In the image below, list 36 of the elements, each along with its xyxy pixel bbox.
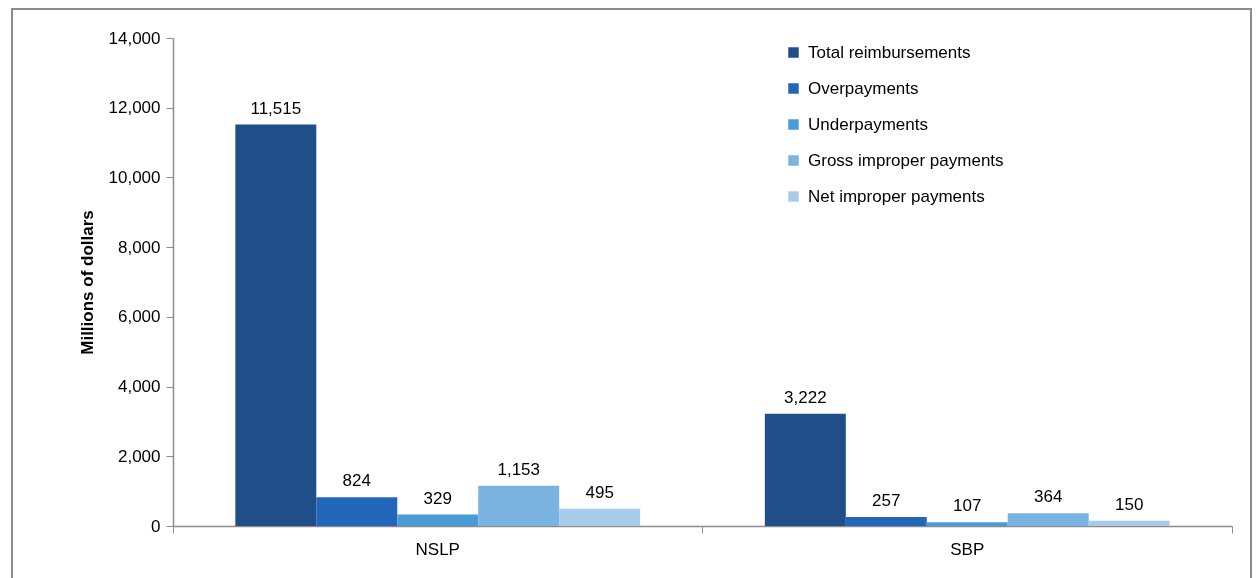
legend-label: Overpayments: [808, 78, 919, 98]
bar: [926, 522, 1008, 526]
data-label: 257: [872, 491, 901, 511]
y-tick-label: 4,000: [117, 377, 161, 397]
y-tick-label: 2,000: [117, 446, 161, 466]
y-axis-title: Millions of dollars: [77, 210, 97, 355]
data-label: 11,515: [250, 98, 302, 118]
bar: [845, 517, 927, 526]
x-tick-label: SBP: [950, 539, 985, 559]
y-tick-label: 8,000: [117, 237, 161, 257]
data-label: 1,153: [497, 459, 540, 479]
bar: [397, 514, 479, 526]
data-label: 364: [1034, 487, 1063, 507]
y-tick-label: 0: [151, 516, 161, 536]
bar: [1088, 520, 1170, 526]
bar: [235, 124, 317, 526]
y-tick-label: 14,000: [108, 28, 161, 48]
y-tick-label: 6,000: [117, 307, 161, 327]
bar: [559, 508, 641, 526]
y-tick-label: 10,000: [108, 167, 161, 187]
bar: [764, 413, 846, 526]
legend-label: Total reimbursements: [808, 42, 971, 62]
data-label: 329: [423, 488, 452, 508]
bar: [478, 485, 560, 526]
data-label: 495: [585, 482, 614, 502]
data-label: 3,222: [784, 387, 827, 407]
legend-label: Underpayments: [808, 114, 929, 134]
data-label: 150: [1114, 494, 1144, 514]
y-tick-label: 12,000: [108, 98, 161, 118]
data-label: 824: [342, 471, 371, 491]
legend-label: Gross improper payments: [808, 150, 1004, 170]
legend-label: Net improper payments: [808, 186, 985, 206]
data-label: 107: [953, 496, 982, 516]
bar: [316, 497, 398, 526]
x-tick-label: NSLP: [415, 539, 460, 559]
bar: [1007, 513, 1089, 526]
